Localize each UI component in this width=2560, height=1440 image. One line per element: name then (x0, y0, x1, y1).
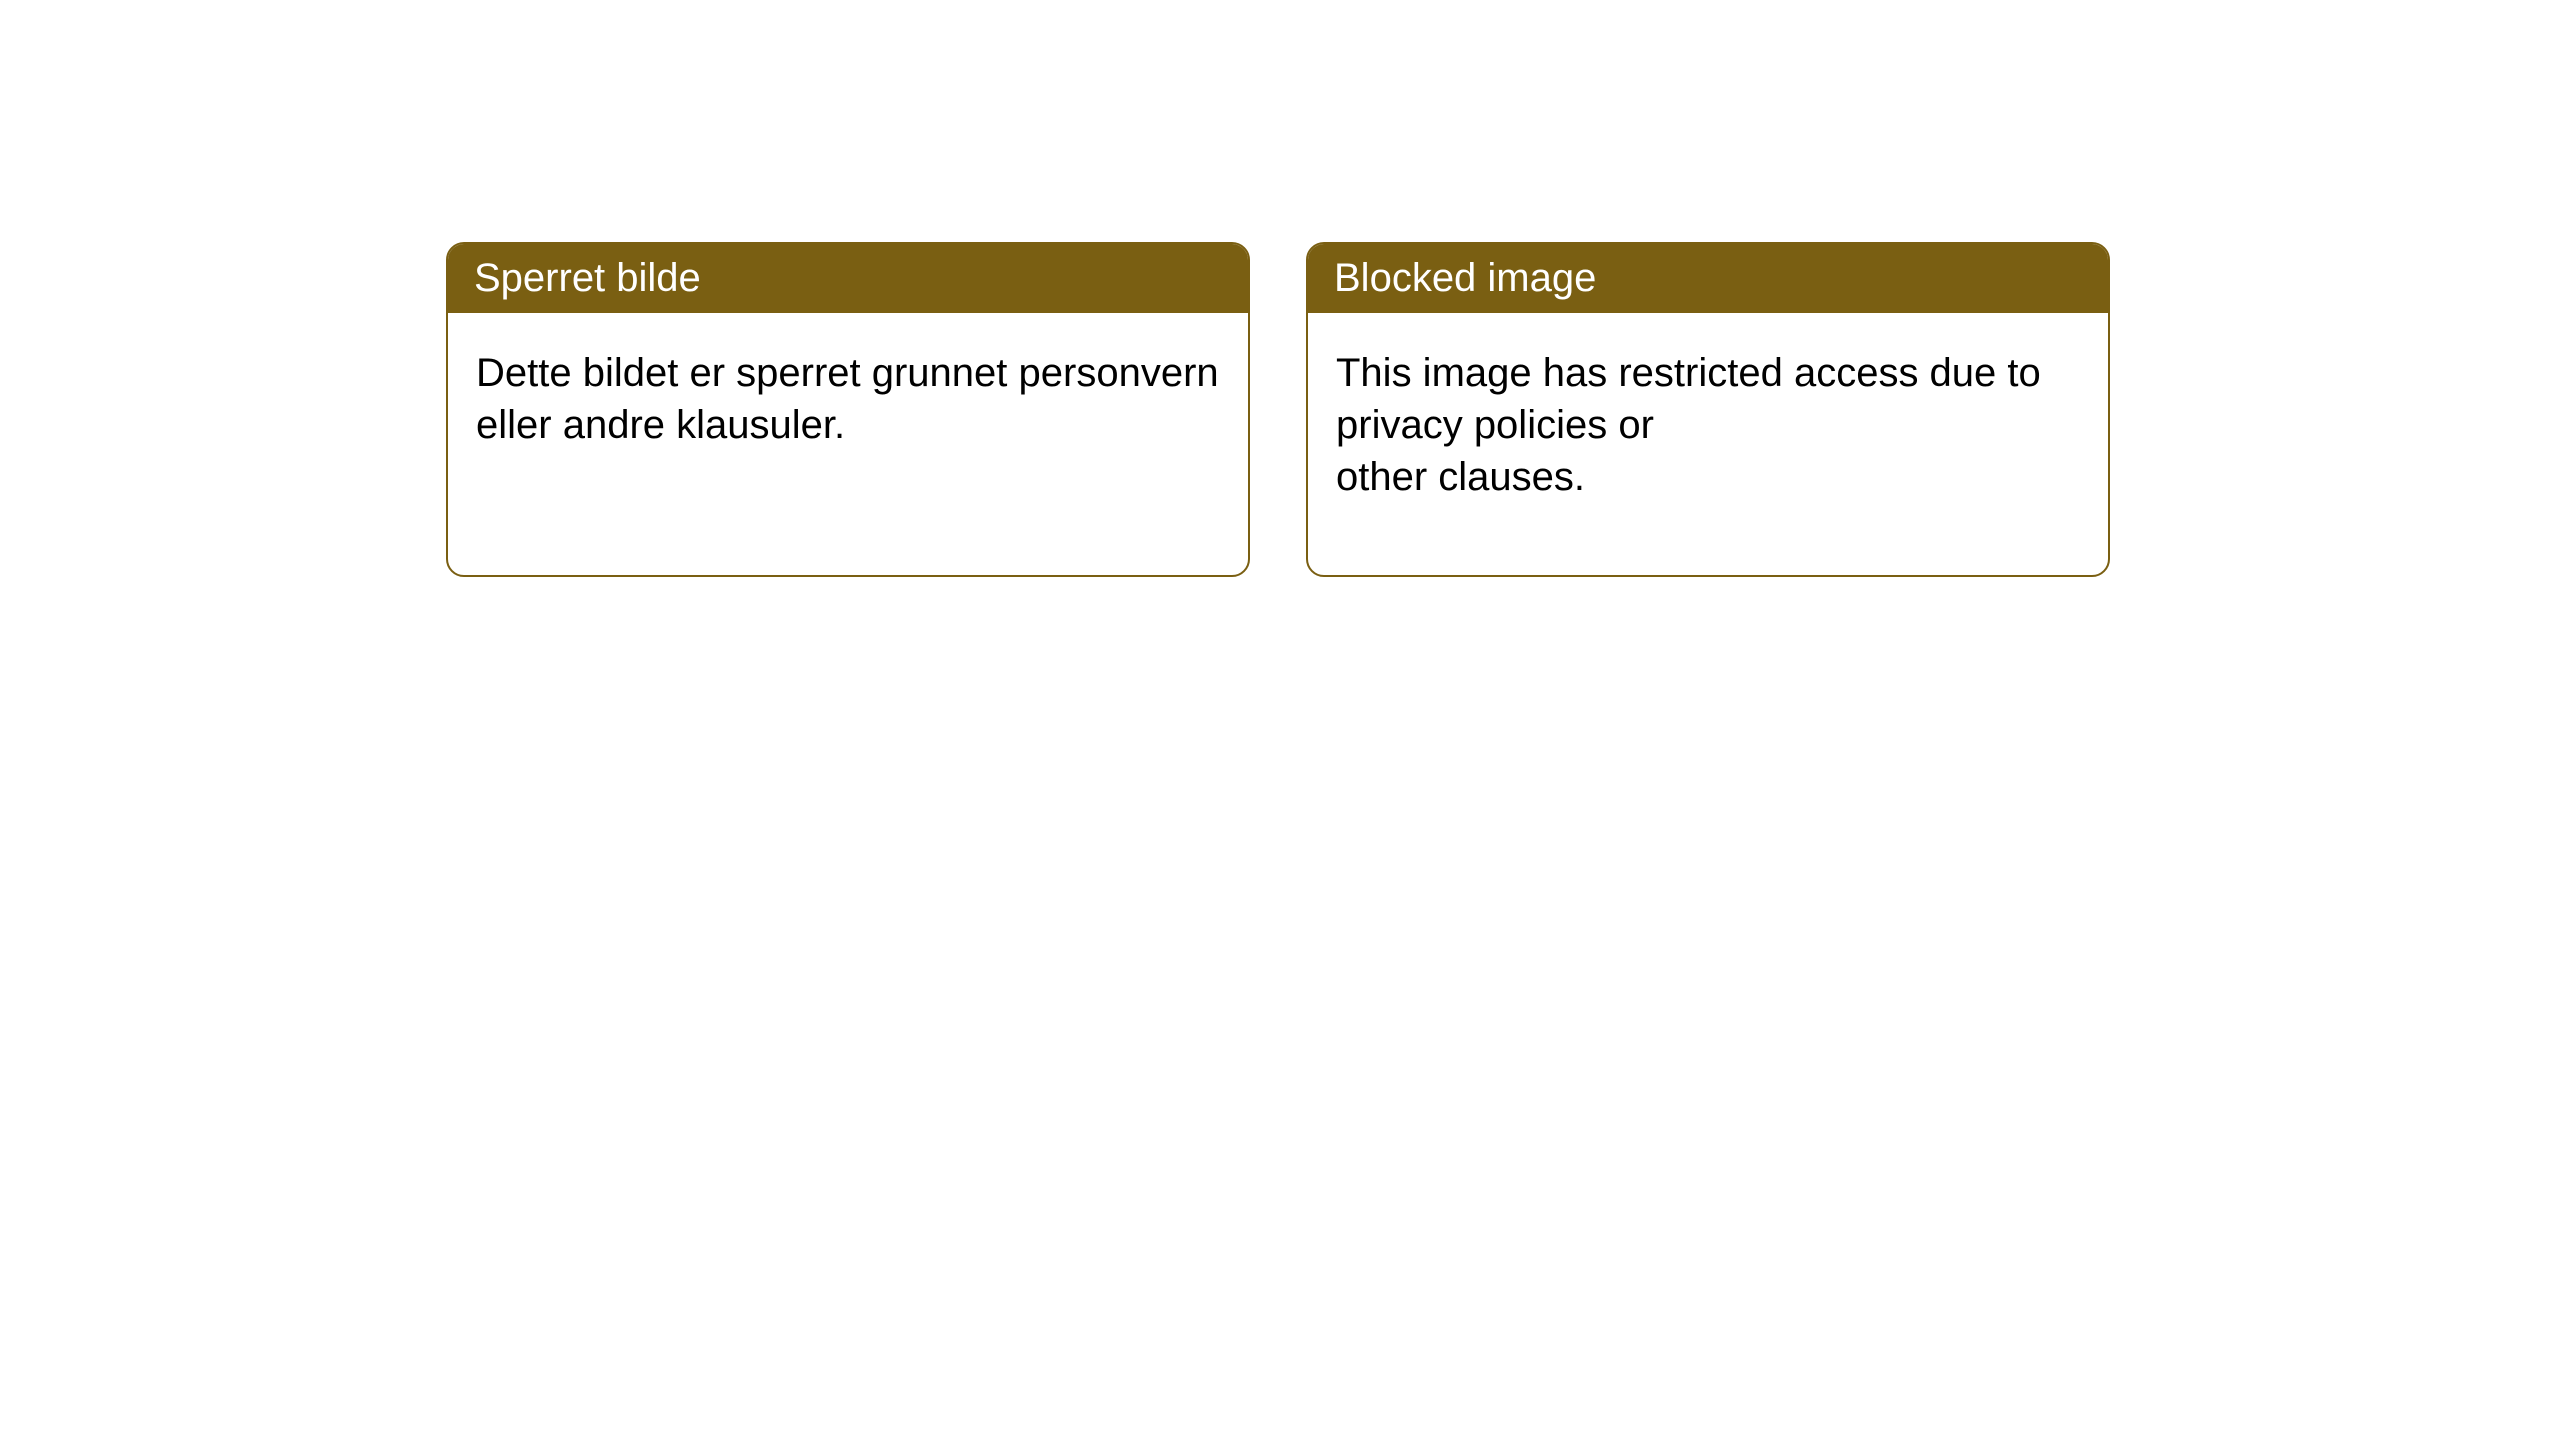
notice-card-norwegian: Sperret bilde Dette bildet er sperret gr… (446, 242, 1250, 577)
card-title: Blocked image (1308, 244, 2108, 313)
card-body: Dette bildet er sperret grunnet personve… (448, 313, 1248, 485)
notice-cards-container: Sperret bilde Dette bildet er sperret gr… (0, 0, 2560, 577)
notice-card-english: Blocked image This image has restricted … (1306, 242, 2110, 577)
card-body: This image has restricted access due to … (1308, 313, 2108, 537)
card-title: Sperret bilde (448, 244, 1248, 313)
